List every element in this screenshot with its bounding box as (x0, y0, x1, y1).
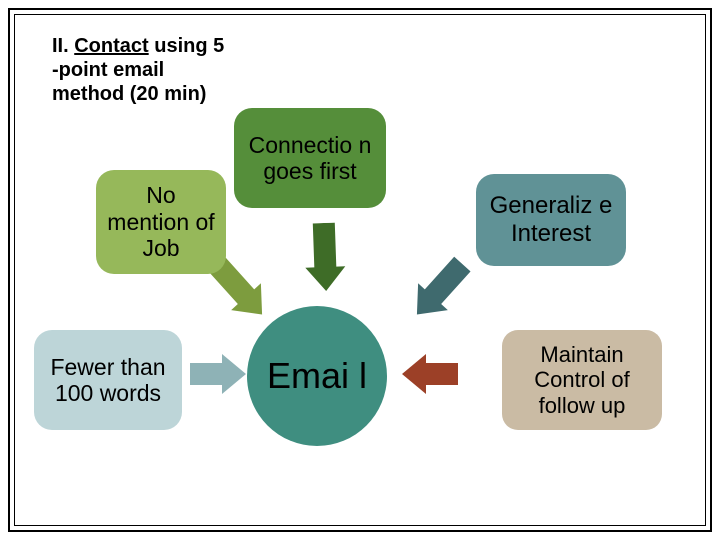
node-connection-label: Connectio n goes first (242, 132, 378, 185)
node-maintain-control: Maintain Control of follow up (502, 330, 662, 430)
node-generalize-interest: Generaliz e Interest (476, 174, 626, 266)
arrow-connection (302, 222, 348, 293)
node-email-label: Emai l (267, 355, 367, 396)
arrow-maintain (400, 352, 458, 396)
title-prefix: II. (52, 35, 74, 57)
node-email-center: Emai l (247, 306, 387, 446)
slide-title: II. Contact using 5 -point email method … (52, 34, 232, 106)
node-maintain-label: Maintain Control of follow up (510, 342, 654, 418)
node-fewer-label: Fewer than 100 words (42, 354, 174, 407)
node-generalize-label: Generaliz e Interest (484, 192, 618, 247)
title-underlined: Contact (74, 35, 148, 57)
node-no-mention-label: No mention of Job (104, 182, 218, 261)
arrow-fewer (190, 352, 248, 396)
node-no-mention-job: No mention of Job (96, 170, 226, 274)
node-connection-first: Connectio n goes first (234, 108, 386, 208)
node-fewer-words: Fewer than 100 words (34, 330, 182, 430)
